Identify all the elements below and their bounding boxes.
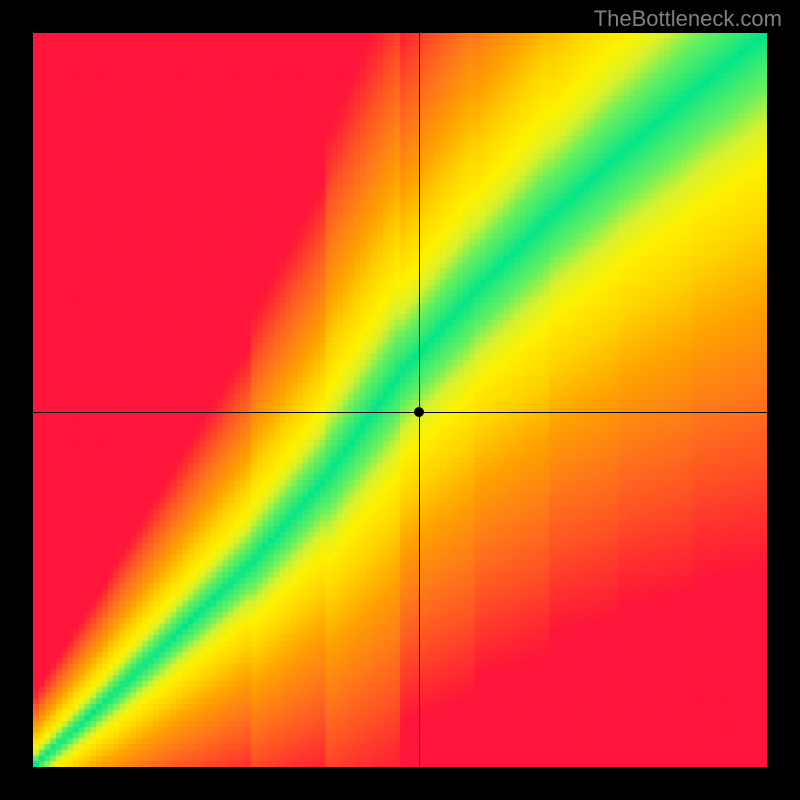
heatmap-plot-area (33, 33, 767, 767)
watermark-text: TheBottleneck.com (594, 6, 782, 32)
marker-dot (414, 407, 424, 417)
crosshair-vertical (419, 33, 420, 767)
crosshair-horizontal (33, 412, 767, 413)
heatmap-canvas (33, 33, 767, 767)
